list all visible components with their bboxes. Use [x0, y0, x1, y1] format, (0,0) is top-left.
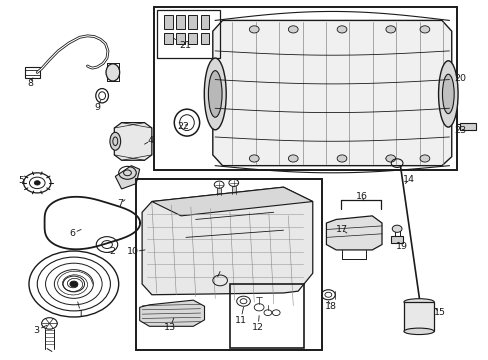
Circle shape [419, 155, 429, 162]
Polygon shape [140, 300, 204, 326]
Polygon shape [115, 166, 140, 189]
Text: 17: 17 [335, 225, 347, 234]
Circle shape [70, 281, 78, 287]
Circle shape [385, 26, 395, 33]
Text: 4: 4 [147, 136, 154, 145]
Text: 20: 20 [453, 75, 465, 84]
Ellipse shape [403, 299, 433, 305]
Circle shape [391, 225, 401, 232]
Circle shape [288, 26, 298, 33]
Text: 15: 15 [433, 308, 445, 317]
Circle shape [385, 155, 395, 162]
Text: 11: 11 [234, 316, 246, 325]
Bar [390, 235, 403, 243]
Circle shape [336, 155, 346, 162]
Bar [163, 33, 172, 44]
Text: 13: 13 [164, 323, 176, 332]
Text: 14: 14 [403, 175, 414, 184]
Text: 12: 12 [252, 323, 264, 332]
Text: 7: 7 [118, 199, 123, 208]
Bar [154, 7, 456, 170]
Bar [157, 10, 220, 58]
Bar [403, 302, 433, 331]
Polygon shape [142, 187, 312, 295]
Text: 8: 8 [27, 79, 33, 88]
Text: 19: 19 [395, 242, 407, 251]
Ellipse shape [403, 328, 433, 334]
Text: 2: 2 [109, 247, 115, 256]
Circle shape [249, 26, 259, 33]
Circle shape [419, 26, 429, 33]
Text: 18: 18 [325, 302, 337, 311]
Ellipse shape [204, 58, 226, 130]
Circle shape [34, 181, 40, 185]
Bar [136, 179, 321, 350]
Ellipse shape [208, 71, 222, 117]
Text: 6: 6 [70, 229, 76, 238]
Ellipse shape [110, 132, 121, 150]
Text: 1: 1 [78, 310, 84, 319]
Bar [163, 15, 172, 30]
Polygon shape [152, 187, 312, 216]
Bar [176, 15, 184, 30]
Text: 22: 22 [177, 122, 189, 131]
Text: 23: 23 [453, 126, 465, 135]
Bar [229, 284, 304, 348]
Bar [188, 33, 197, 44]
Bar [200, 33, 209, 44]
Ellipse shape [442, 74, 453, 114]
Bar [188, 15, 197, 30]
Circle shape [336, 26, 346, 33]
Polygon shape [114, 123, 152, 160]
Circle shape [249, 155, 259, 162]
Bar [176, 33, 184, 44]
Text: 21: 21 [179, 41, 191, 50]
Text: 16: 16 [355, 192, 367, 201]
Text: 10: 10 [127, 247, 139, 256]
Polygon shape [326, 216, 381, 250]
Polygon shape [212, 21, 451, 166]
Text: 9: 9 [94, 103, 100, 112]
Circle shape [288, 155, 298, 162]
Text: 5: 5 [18, 176, 24, 185]
Bar [25, 67, 40, 78]
Bar [459, 123, 475, 130]
Bar [200, 15, 209, 30]
Ellipse shape [106, 64, 120, 81]
Text: 3: 3 [33, 326, 39, 335]
Ellipse shape [438, 61, 457, 127]
